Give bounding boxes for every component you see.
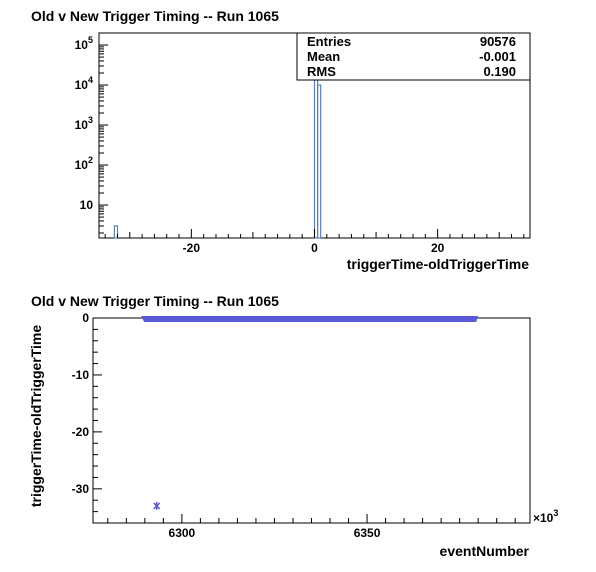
stats-rms-value: 0.190 (483, 64, 516, 79)
scatter-x-multiplier: ×103 (533, 508, 558, 525)
histogram-y-tick-labels: 10 102 103 104 105 (75, 35, 94, 212)
scatter-y-tick-label: -10 (72, 368, 90, 382)
stats-mean-label: Mean (307, 49, 340, 64)
stats-entries-value: 90576 (480, 34, 516, 49)
histogram-x-tick-label: 20 (431, 241, 445, 255)
histogram-ticks (99, 32, 525, 238)
histogram-x-tick-label: -20 (183, 241, 201, 255)
histogram-bins (113, 48, 322, 239)
scatter-title: Old v New Trigger Timing -- Run 1065 (31, 293, 279, 309)
histogram-bin (316, 84, 322, 239)
histogram-x-tick-labels: -20 0 20 (183, 241, 445, 255)
scatter-y-tick-label: -20 (72, 425, 90, 439)
histogram-y-tick-label: 10 (80, 198, 94, 212)
scatter-y-tick-label: 0 (82, 311, 89, 325)
histogram-x-tick-label: 0 (311, 241, 318, 255)
histogram-y-tick-label: 104 (75, 75, 93, 92)
scatter-x-axis-label: eventNumber (440, 543, 530, 559)
histogram-y-tick-label: 103 (75, 115, 93, 132)
scatter-y-tick-label: -30 (72, 482, 90, 496)
scatter-points (153, 501, 161, 510)
histogram-y-tick-label: 102 (75, 155, 93, 172)
scatter-x-tick-label: 6300 (169, 526, 196, 540)
scatter-event-band (141, 316, 479, 322)
stats-box: Entries 90576 Mean -0.001 RMS 0.190 (296, 32, 531, 81)
scatter-band (141, 316, 479, 322)
scatter-frame (92, 317, 531, 524)
scatter-y-tick-labels: 0 -10 -20 -30 (72, 311, 90, 496)
scatter-x-tick-labels: 6300 6350 (169, 526, 381, 540)
scatter-point (153, 501, 161, 510)
scatter-x-tick-label: 6350 (354, 526, 381, 540)
scatter-y-axis-label: triggerTime-oldTriggerTime (28, 325, 44, 508)
stats-mean-value: -0.001 (479, 49, 516, 64)
histogram-y-tick-label: 105 (75, 35, 93, 52)
histogram-title: Old v New Trigger Timing -- Run 1065 (31, 8, 279, 24)
histogram-bin (113, 225, 119, 239)
stats-rms-label: RMS (307, 64, 336, 79)
scatter-ticks (93, 317, 516, 524)
stats-box-frame (296, 32, 531, 81)
histogram-x-axis-label: triggerTime-oldTriggerTime (347, 256, 530, 272)
stats-entries-label: Entries (307, 34, 351, 49)
